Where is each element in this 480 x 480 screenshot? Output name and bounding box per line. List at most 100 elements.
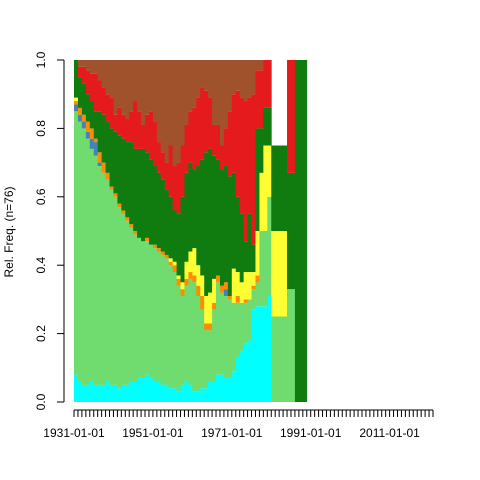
band-brown-1968	[219, 60, 225, 146]
band-lightgreen-1947	[137, 237, 142, 379]
band-darkgreen-1953	[160, 179, 166, 252]
band-lightgreen-1962	[196, 295, 201, 392]
band-cyan-1978	[259, 306, 264, 402]
band-orange-1951	[152, 244, 158, 249]
band-cyan-1932	[77, 381, 83, 402]
band-yellow-1966	[212, 278, 217, 303]
band-lightgreen-1952	[156, 251, 162, 382]
band-steelblue-1933	[81, 121, 87, 129]
band-yellow-1960	[188, 251, 193, 273]
band-yellow-1955	[168, 258, 174, 262]
band-cyan-1965	[208, 381, 213, 402]
band-cyan-1937	[97, 384, 103, 402]
band-yellow-1931	[74, 97, 79, 102]
band-brown-1939	[105, 60, 110, 95]
band-darkgreen-1933	[81, 83, 87, 115]
y-tick-label: 0.8	[34, 120, 48, 137]
x-tick-label: 2011-01-01	[359, 426, 420, 440]
band-yellow-1978	[259, 172, 264, 231]
band-red-1937	[97, 80, 103, 112]
band-lightgreen-1945	[129, 227, 134, 382]
band-red-1943	[121, 114, 126, 139]
band-darkgreen-1974	[243, 241, 248, 273]
band-cyan-1968	[219, 374, 225, 402]
band-orange-1935	[89, 128, 95, 139]
band-cyan-1975	[247, 340, 252, 402]
band-cyan-1950	[148, 378, 154, 402]
band-cyan-1946	[133, 381, 138, 402]
band-cyan-1949	[145, 374, 150, 402]
band-orange-1963	[200, 295, 205, 310]
band-yellow-1961	[192, 248, 197, 276]
band-orange-1949	[145, 237, 150, 242]
band-orange-1976	[251, 285, 256, 290]
band-red-1970	[227, 111, 233, 177]
band-cyan-1941	[113, 384, 118, 402]
band-brown-1967	[216, 60, 221, 125]
band-cyan-1953	[160, 384, 166, 402]
band-darkgreen-1941	[113, 131, 118, 194]
y-tick-label: 0.4	[34, 257, 48, 274]
band-cyan-1961	[192, 391, 197, 402]
band-brown-1971	[231, 60, 237, 95]
band-orange-1958	[180, 289, 185, 296]
band-yellow-1964	[204, 295, 209, 324]
band-darkgreen-1939	[105, 121, 110, 173]
band-red-1947	[137, 111, 142, 149]
band-lightgreen-1963	[200, 309, 205, 389]
band-cyan-1960	[188, 384, 193, 402]
band-darkgreen-1935	[89, 101, 95, 129]
band-lightgreen-1935	[89, 148, 95, 382]
band-lightgreen-1942	[117, 207, 122, 389]
band-orange-1967	[216, 275, 221, 283]
band-brown-1942	[117, 60, 122, 108]
band-brown-1955	[168, 60, 174, 146]
band-orange-1974	[243, 299, 248, 303]
band-darkgreen-1947	[137, 148, 142, 238]
band-darkgreen-1975	[247, 213, 252, 273]
band-brown-1940	[109, 60, 114, 98]
band-cyan-1954	[164, 384, 170, 402]
band-red-1934	[85, 70, 91, 95]
band-yellow-1972	[235, 272, 241, 296]
band-red-1961	[192, 107, 197, 170]
band-orange-1946	[133, 231, 138, 235]
band-red-1955	[168, 145, 174, 197]
band-red-1966	[212, 124, 217, 156]
band-red-1986	[290, 60, 296, 173]
band-brown-1945	[129, 60, 134, 112]
band-lightgreen-1937	[97, 166, 103, 385]
band-darkgreen-1943	[121, 138, 126, 211]
band-red-1957	[176, 162, 181, 214]
band-red-1952	[156, 142, 162, 173]
band-brown-1944	[125, 60, 130, 119]
band-red-1950	[148, 111, 154, 160]
band-red-1935	[89, 73, 95, 102]
band-cyan-1959	[184, 381, 189, 402]
band-red-1960	[188, 111, 193, 163]
band-cyan-1969	[223, 378, 229, 402]
band-brown-1962	[196, 60, 201, 98]
band-lightgreen-1951	[152, 248, 158, 382]
band-brown-1937	[97, 60, 103, 81]
band-orange-1957	[176, 278, 181, 286]
band-lightgreen-1957	[176, 285, 181, 392]
band-cyan-1945	[129, 381, 134, 402]
band-steelblue-1936	[93, 142, 99, 156]
band-lightgreen-1941	[113, 196, 118, 385]
band-steelblue-1969	[223, 289, 229, 296]
band-red-1951	[152, 121, 158, 167]
y-axis-title: Rel. Freq. (n=76)	[2, 186, 16, 277]
band-red-1936	[93, 73, 99, 112]
band-darkgreen-1957	[176, 213, 181, 276]
band-lightgreen-1943	[121, 213, 126, 385]
band-brown-1961	[192, 60, 197, 108]
band-yellow-1956	[172, 261, 177, 266]
band-brown-1977	[255, 60, 260, 71]
band-orange-1943	[121, 210, 126, 214]
band-lightgreen-1979	[263, 231, 268, 307]
band-red-1941	[113, 114, 118, 132]
band-yellow-1957	[176, 275, 181, 279]
band-brown-1934	[85, 60, 91, 71]
band-red-1944	[125, 118, 130, 143]
